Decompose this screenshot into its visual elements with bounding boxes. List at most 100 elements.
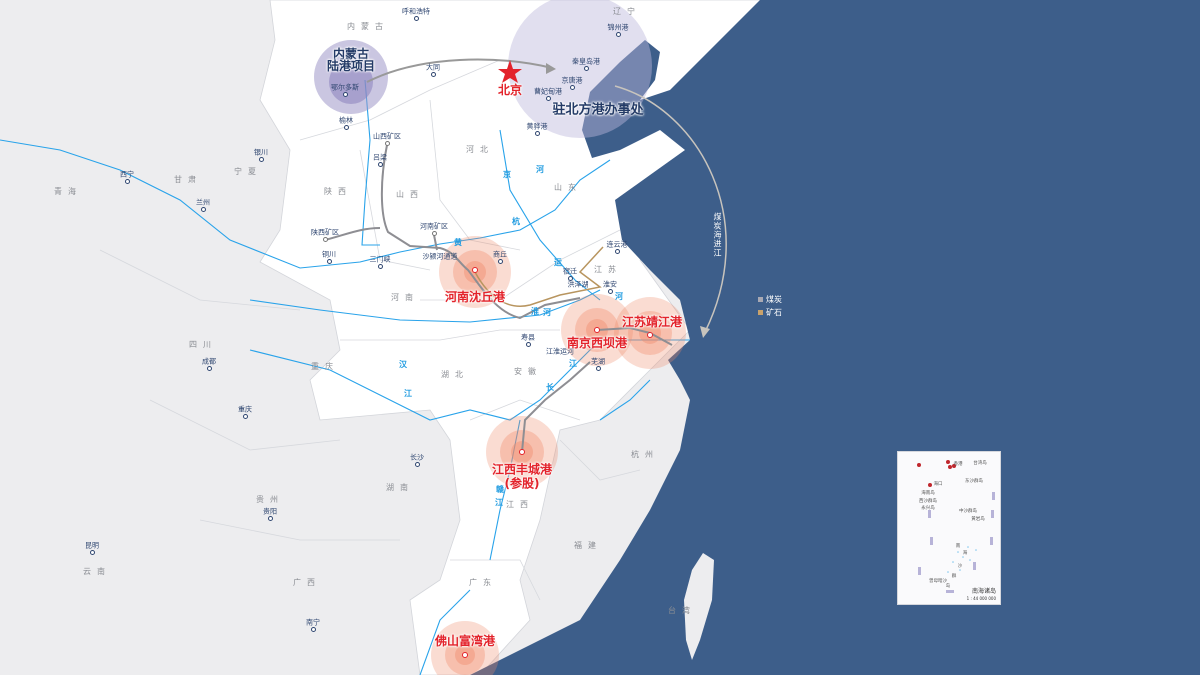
province-label: 江西: [506, 500, 534, 509]
city-label: 芜湖: [591, 357, 605, 366]
city-label: 呼和浩特: [402, 7, 430, 16]
rivers: [0, 79, 690, 675]
river-label: 杭: [512, 217, 520, 226]
city-marker-icon: [595, 366, 601, 371]
hub-label: 驻北方港办事处: [552, 102, 644, 118]
city-marker-icon: [545, 96, 551, 101]
city-marker-icon: [342, 92, 348, 97]
focus-region-land: [259, 0, 761, 675]
city-label: 兰州: [196, 198, 210, 207]
inset-label: 台湾岛: [973, 460, 987, 466]
legend-item-coal: 煤炭: [758, 294, 782, 305]
city-label: 昆明: [85, 541, 99, 550]
inset-label: 群: [951, 573, 957, 579]
city-label: 铜川: [322, 250, 336, 259]
sea-route-arrowhead-icon: [700, 326, 710, 338]
ore-swatch: [758, 310, 763, 315]
city-marker-icon: [534, 131, 540, 136]
inset-label: 东沙群岛: [965, 478, 983, 484]
mine-marker-icon: [431, 231, 437, 236]
city-label: 榆林: [339, 116, 353, 125]
place-label: 沙颍河通道: [422, 252, 458, 261]
river-label: 淮: [531, 307, 539, 316]
city-marker-icon: [377, 162, 383, 167]
inset-title: 南海诸岛: [971, 588, 996, 595]
red-star-icon: [498, 60, 522, 83]
city-marker-icon: [206, 366, 212, 371]
city-label: 重庆: [238, 405, 252, 414]
city-marker-icon: [614, 249, 620, 254]
city-marker-icon: [200, 207, 206, 212]
province-label: 河南: [391, 293, 419, 302]
city-label: 连云港: [606, 240, 628, 249]
city-marker-icon: [615, 32, 621, 37]
river-label: 运: [554, 258, 562, 267]
city-label: 贵阳: [263, 507, 277, 516]
river-label: 江: [495, 498, 503, 507]
city-marker-icon: [567, 276, 573, 281]
province-label: 宁夏: [234, 167, 262, 176]
city-label: 银川: [254, 148, 268, 157]
legend-label: 矿石: [766, 308, 782, 317]
province-label: 四川: [189, 340, 217, 349]
province-borders: [99, 59, 641, 601]
port-marker-icon: [519, 449, 525, 455]
city-label: 淮安: [603, 280, 617, 289]
province-label: 台湾: [668, 606, 696, 615]
coal-swatch: [758, 297, 763, 302]
province-label: 福建: [574, 541, 602, 550]
inset-label: 曾母暗沙: [929, 578, 947, 584]
city-label: 曹妃甸港: [534, 87, 562, 96]
province-label: 重庆: [311, 362, 339, 371]
city-marker-icon: [497, 259, 503, 264]
mine-label: 山西矿区: [373, 132, 401, 141]
city-label: 锦州港: [607, 23, 629, 32]
mine-label: 陕西矿区: [311, 228, 339, 237]
legend-label: 煤炭: [766, 295, 782, 304]
province-label: 甘肃: [174, 175, 202, 184]
hub-label: 内蒙古 陆港项目: [326, 47, 376, 73]
city-label: 寿县: [521, 333, 535, 342]
province-label: 湖南: [386, 483, 414, 492]
river-label: 汉: [399, 360, 407, 369]
ore-route: [474, 246, 604, 307]
city-marker-icon: [258, 157, 264, 162]
city-label: 黄骅港: [526, 122, 548, 131]
mine-marker-icon: [384, 141, 390, 146]
port-label: 江西丰城港 (参股): [491, 462, 553, 491]
taiwan-island: [684, 553, 714, 660]
sea-route-arrow: [614, 85, 727, 333]
inset-label: 黄岩岛: [971, 516, 985, 522]
city-marker-icon: [413, 16, 419, 21]
place-label: 洪泽湖: [567, 280, 589, 289]
city-label: 宿迁: [563, 267, 577, 276]
city-label: 秦皇岛港: [572, 57, 600, 66]
province-label: 河北: [466, 145, 494, 154]
province-label: 广西: [293, 578, 321, 587]
river-label: 河: [536, 165, 544, 174]
province-label: 安徽: [514, 367, 542, 376]
city-label: 长沙: [410, 453, 424, 462]
port-marker-icon: [594, 327, 600, 333]
arrowhead-icon: [546, 63, 556, 74]
city-marker-icon: [569, 85, 575, 90]
sea-route-label: 煤炭海进江: [713, 212, 722, 258]
province-label: 广东: [469, 578, 497, 587]
city-marker-icon: [430, 72, 436, 77]
city-marker-icon: [525, 342, 531, 347]
province-label: 陕西: [324, 187, 352, 196]
province-label: 辽宁: [613, 7, 641, 16]
mine-marker-icon: [322, 237, 328, 242]
port-marker-icon: [647, 332, 653, 338]
city-marker-icon: [310, 627, 316, 632]
river-label: 赣: [496, 485, 504, 494]
province-label: 内蒙古: [347, 22, 389, 31]
south-china-sea-inset: 台湾岛 香港 海口 东沙群岛 海南岛 西沙群岛 永兴岛 中沙群岛 黄岩岛南海沙群岛曾母暗沙 南海…: [897, 451, 1001, 605]
inset-label: 沙: [957, 563, 963, 569]
city-marker-icon: [326, 259, 332, 264]
river-label: 江: [569, 359, 577, 368]
province-label: 湖北: [441, 370, 469, 379]
city-marker-icon: [414, 462, 420, 467]
inset-label: 西沙群岛: [919, 498, 937, 504]
inland-transfer-arrow: [366, 58, 553, 83]
